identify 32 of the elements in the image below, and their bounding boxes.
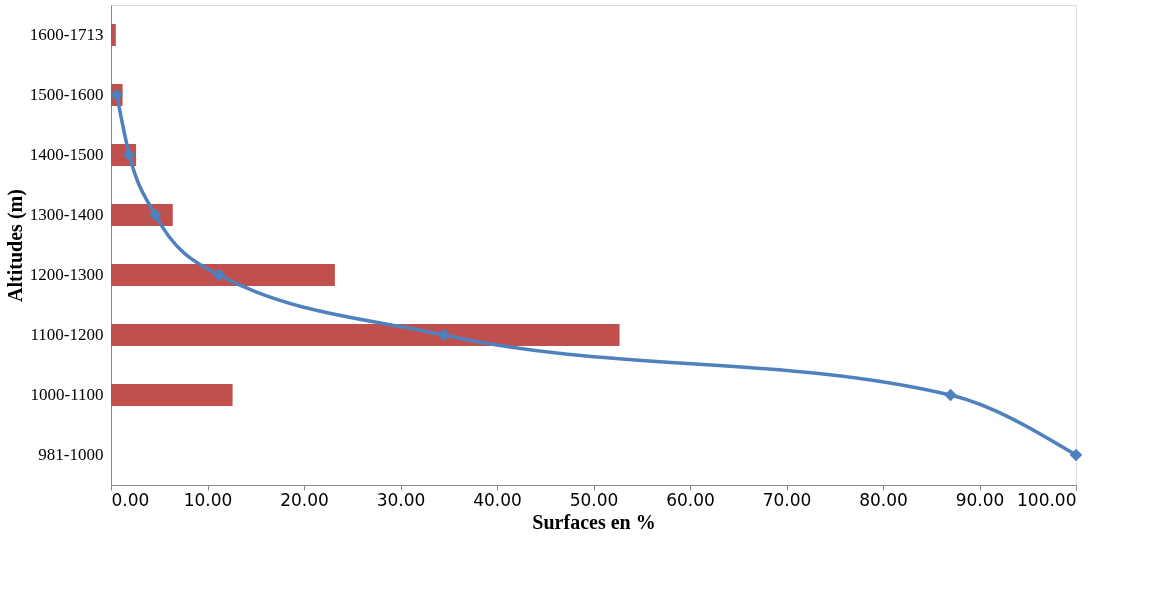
point bbox=[110, 88, 124, 102]
point bbox=[437, 328, 451, 342]
bar bbox=[111, 384, 233, 406]
point bbox=[149, 208, 162, 222]
x-tick-label: 80.00 bbox=[859, 489, 908, 510]
point bbox=[1069, 448, 1083, 462]
x-tick-label: 70.00 bbox=[762, 489, 812, 510]
y-tick-label: 1300-1400 bbox=[29, 205, 104, 224]
y-tick-label: 1000-1100 bbox=[30, 385, 104, 404]
x-tick-label: 60.00 bbox=[666, 489, 715, 510]
point bbox=[944, 388, 957, 402]
x-tick-label: 10.00 bbox=[183, 489, 233, 510]
point bbox=[212, 268, 226, 282]
y-axis-title: Altitudes (m) bbox=[3, 189, 27, 302]
y-tick-label: 1600-1713 bbox=[29, 25, 104, 44]
bar bbox=[111, 264, 335, 286]
y-tick-label: 981-1000 bbox=[38, 445, 104, 464]
bar bbox=[111, 324, 620, 346]
x-tick-label: 40.00 bbox=[473, 489, 522, 510]
x-tick-label: 30.00 bbox=[376, 489, 426, 510]
x-tick-label: 50.00 bbox=[569, 489, 619, 510]
x-tick-label: 0.00 bbox=[111, 489, 150, 510]
y-tick-label: 1400-1500 bbox=[29, 145, 104, 164]
x-tick-label: 100.00 bbox=[1017, 489, 1077, 510]
bar bbox=[111, 24, 116, 46]
x-tick-label: 20.00 bbox=[280, 489, 329, 510]
y-tick-label: 1100-1200 bbox=[30, 325, 104, 344]
x-axis-title: Surfaces en % bbox=[532, 510, 656, 533]
bar bbox=[111, 204, 173, 226]
y-tick-label: 1500-1600 bbox=[29, 85, 104, 104]
y-tick-label: 1200-1300 bbox=[29, 265, 104, 284]
x-tick-label: 90.00 bbox=[955, 489, 1005, 510]
